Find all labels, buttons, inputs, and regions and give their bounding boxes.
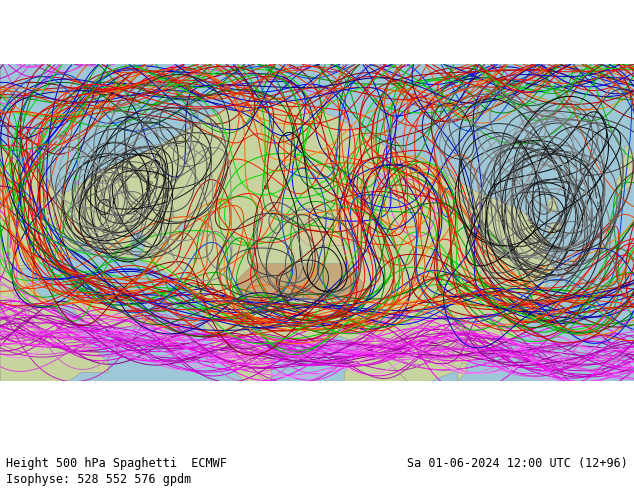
Text: 576: 576	[496, 184, 505, 196]
Text: 528: 528	[286, 346, 299, 354]
Text: 552: 552	[170, 69, 183, 78]
Text: 528: 528	[458, 325, 468, 338]
Polygon shape	[548, 196, 557, 214]
Polygon shape	[299, 209, 380, 245]
Polygon shape	[136, 309, 167, 318]
Text: Sa 01-06-2024 12:00 UTC (12+96): Sa 01-06-2024 12:00 UTC (12+96)	[407, 457, 628, 470]
Polygon shape	[177, 223, 186, 232]
Text: 576: 576	[576, 232, 584, 244]
Polygon shape	[453, 345, 462, 364]
Text: 552: 552	[521, 309, 533, 316]
Polygon shape	[344, 404, 389, 417]
Text: 552: 552	[74, 276, 86, 288]
Text: 576: 576	[503, 95, 516, 106]
Text: 552: 552	[619, 75, 631, 86]
Text: 528: 528	[79, 343, 91, 352]
Polygon shape	[0, 65, 91, 268]
Text: 576: 576	[146, 179, 155, 192]
Text: 576: 576	[526, 217, 534, 229]
Text: 528: 528	[165, 341, 177, 352]
Polygon shape	[376, 173, 385, 191]
Polygon shape	[344, 345, 408, 417]
Polygon shape	[498, 227, 548, 286]
Text: 528: 528	[327, 342, 339, 349]
Text: 576: 576	[164, 187, 172, 199]
Polygon shape	[0, 96, 552, 381]
Text: 552: 552	[616, 66, 628, 73]
Text: 552: 552	[509, 79, 522, 86]
Text: 528: 528	[5, 250, 12, 262]
Text: Isophyse: 528 552 576 gpdm: Isophyse: 528 552 576 gpdm	[6, 472, 191, 486]
Polygon shape	[0, 259, 108, 381]
Polygon shape	[385, 386, 430, 399]
Text: 576: 576	[168, 206, 174, 218]
Polygon shape	[131, 227, 145, 259]
Polygon shape	[453, 314, 462, 327]
Text: 576: 576	[594, 200, 599, 212]
Text: 552: 552	[408, 92, 420, 104]
Polygon shape	[457, 364, 467, 381]
Polygon shape	[362, 399, 380, 422]
Text: 552: 552	[598, 275, 611, 283]
Polygon shape	[399, 391, 444, 422]
Text: 552: 552	[58, 129, 69, 141]
Polygon shape	[267, 381, 276, 391]
Text: 576: 576	[98, 166, 105, 178]
Text: 552: 552	[576, 74, 587, 86]
Polygon shape	[480, 259, 494, 277]
Polygon shape	[616, 146, 634, 191]
Text: 576: 576	[97, 169, 106, 181]
Polygon shape	[548, 223, 562, 237]
Polygon shape	[235, 264, 362, 300]
Text: Height 500 hPa Spaghetti  ECMWF: Height 500 hPa Spaghetti ECMWF	[6, 457, 227, 470]
Polygon shape	[204, 300, 272, 391]
Text: 552: 552	[44, 204, 50, 216]
Polygon shape	[72, 300, 181, 350]
